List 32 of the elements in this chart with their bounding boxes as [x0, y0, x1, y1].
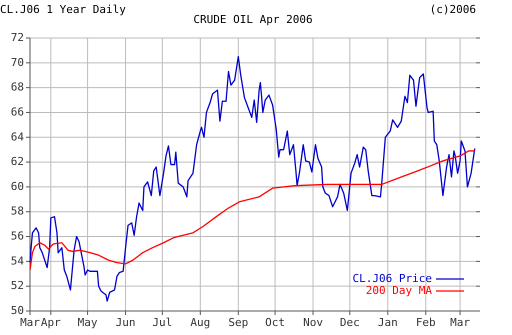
x-tick-label: Jan	[378, 316, 398, 329]
line-series	[29, 150, 476, 271]
text: (c)2006	[430, 3, 476, 16]
x-tick-label: Apr	[40, 316, 62, 329]
y-tick-label: 62	[10, 155, 24, 168]
chart-title: CRUDE OIL Apr 2006	[193, 13, 313, 26]
x-tick-label: Feb	[416, 316, 436, 329]
x-tick-label: Jul	[152, 316, 172, 329]
y-tick-label: 52	[10, 279, 24, 292]
legend-label: CL.J06 Price	[352, 272, 432, 286]
y-tick-label: 50	[10, 304, 24, 318]
y-tick-label: 54	[10, 254, 24, 268]
x-tick-label: Mar	[450, 316, 470, 329]
legend-label: 200 Day MA	[366, 284, 432, 298]
y-tick-label: 70	[10, 56, 24, 69]
x-tick-label: Aug	[190, 316, 210, 329]
y-tick-label: 60	[10, 180, 24, 193]
y-tick-label: 66	[10, 105, 24, 118]
x-tick-label: Mar	[20, 316, 40, 329]
x-tick-label: Dec	[340, 316, 360, 329]
y-tick-label: 68	[10, 80, 24, 94]
line-series	[29, 56, 476, 302]
x-tick-label: May	[78, 316, 98, 329]
chart-subtitle: CL.J06 1 Year Daily	[0, 3, 126, 16]
x-tick-label: Oct	[265, 316, 285, 329]
x-tick-label: Jun	[116, 316, 136, 329]
y-tick-label: 72	[10, 31, 24, 44]
x-tick-label: Nov	[303, 316, 324, 329]
y-tick-label: 58	[10, 204, 24, 218]
x-tick-label: Sep	[228, 316, 248, 329]
y-tick-label: 56	[10, 230, 24, 243]
y-tick-label: 64	[10, 130, 24, 144]
